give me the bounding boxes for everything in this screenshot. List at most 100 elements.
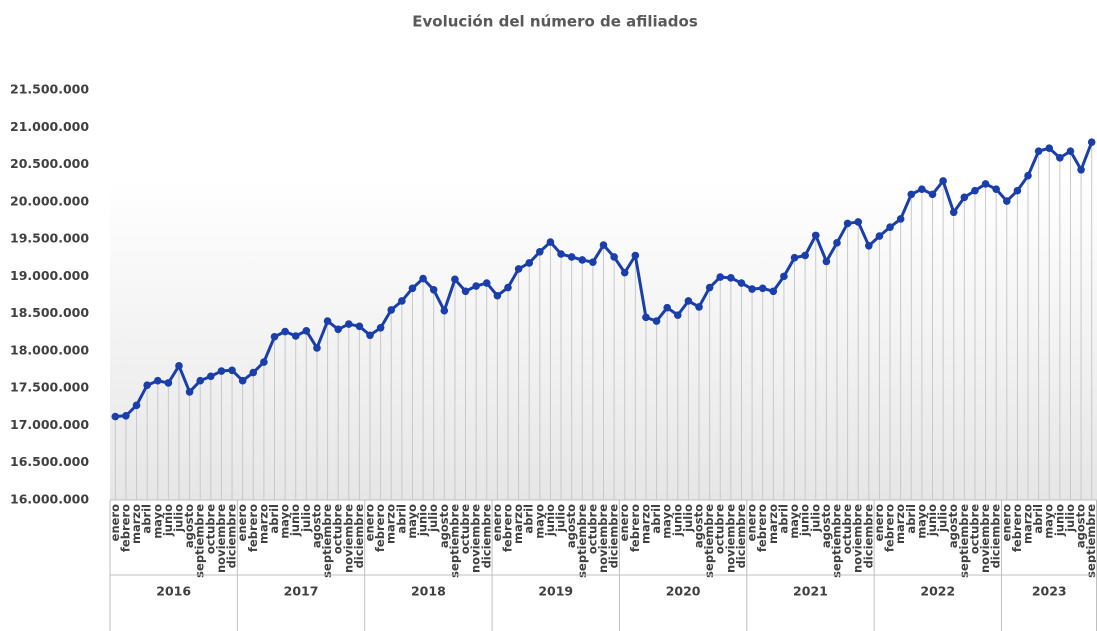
y-tick-label: 17.500.000 <box>10 380 89 395</box>
x-tick-label: julio <box>171 504 185 533</box>
x-tick-label: julio <box>681 504 695 533</box>
point <box>695 303 703 311</box>
x-tick-label: diciembre <box>734 504 748 569</box>
point <box>620 268 629 277</box>
x-tick-label: septiembre <box>702 504 716 578</box>
x-tick-label: agosto <box>1074 504 1088 548</box>
x-tick-label: marzo <box>893 504 907 544</box>
point <box>143 381 151 390</box>
point <box>854 218 863 226</box>
x-tick-label: junio <box>670 504 684 537</box>
point <box>1034 147 1043 155</box>
point <box>843 219 852 228</box>
x-tick-label: noviembre <box>723 504 737 573</box>
x-tick-label: octubre <box>585 504 599 554</box>
x-tick-label: febrero <box>755 504 769 552</box>
x-tick-label: octubre <box>967 504 981 554</box>
x-tick-label: enero <box>999 504 1013 541</box>
point <box>939 177 947 185</box>
point <box>398 297 406 305</box>
x-tick-label: noviembre <box>214 504 228 573</box>
x-tick-label: septiembre <box>829 504 843 578</box>
x-tick-label: enero <box>490 504 504 541</box>
x-tick-label: mayo <box>914 504 928 539</box>
x-tick-label: junio <box>416 504 430 537</box>
x-tick-label: febrero <box>373 504 387 552</box>
x-tick-label: septiembre <box>1084 504 1097 578</box>
point <box>344 320 353 328</box>
x-tick-label: marzo <box>766 504 780 544</box>
x-tick-label: enero <box>872 504 886 541</box>
point <box>514 265 523 273</box>
year-label: 2018 <box>411 584 446 599</box>
x-tick-label: abril <box>394 504 408 534</box>
point <box>567 253 576 261</box>
point <box>196 376 205 385</box>
x-tick-label: julio <box>936 504 950 533</box>
x-tick-label: diciembre <box>607 504 621 569</box>
x-tick-label: marzo <box>256 504 270 544</box>
x-tick-label: mayo <box>787 504 801 539</box>
point <box>780 272 788 281</box>
x-tick-label: marzo <box>129 504 143 544</box>
point <box>705 283 714 292</box>
x-tick-label: septiembre <box>193 504 207 578</box>
point <box>758 284 767 293</box>
point <box>546 238 555 246</box>
point <box>419 274 427 283</box>
x-tick-label: abril <box>904 504 918 534</box>
point <box>132 401 141 410</box>
point <box>376 324 385 332</box>
x-tick-label: noviembre <box>851 504 865 573</box>
point <box>270 332 279 341</box>
point <box>663 303 671 312</box>
point <box>673 311 682 319</box>
x-tick-label: enero <box>235 504 249 541</box>
point <box>217 367 226 375</box>
point <box>1045 144 1054 152</box>
point <box>111 412 120 421</box>
point <box>260 358 268 366</box>
x-tick-label: febrero <box>883 504 897 552</box>
point <box>207 372 215 381</box>
x-tick-label: abril <box>140 504 154 534</box>
point <box>493 291 502 300</box>
point <box>249 368 258 377</box>
point <box>472 282 480 290</box>
point <box>886 223 894 231</box>
x-tick-label: mayo <box>660 504 674 539</box>
point <box>727 274 735 282</box>
point <box>1087 138 1096 146</box>
point <box>822 257 831 266</box>
x-tick-label: agosto <box>564 504 578 548</box>
x-tick-label: marzo <box>1021 504 1035 544</box>
y-tick-label: 16.500.000 <box>10 454 89 469</box>
x-tick-label: abril <box>649 504 663 534</box>
point <box>334 325 342 334</box>
point <box>610 253 618 261</box>
point <box>642 313 650 322</box>
x-tick-label: abril <box>267 504 281 534</box>
x-tick-label: marzo <box>384 504 398 544</box>
x-tick-label: octubre <box>331 504 345 554</box>
year-label: 2020 <box>666 584 701 599</box>
year-label: 2021 <box>793 584 828 599</box>
point <box>684 297 693 305</box>
x-tick-label: junio <box>1052 504 1066 537</box>
x-tick-label: diciembre <box>479 504 493 569</box>
x-tick-label: julio <box>1063 504 1077 533</box>
point <box>451 275 459 284</box>
x-tick-label: septiembre <box>957 504 971 578</box>
x-tick-label: mayo <box>150 504 164 539</box>
x-tick-label: julio <box>554 504 568 533</box>
point <box>578 256 587 264</box>
point <box>896 215 905 223</box>
y-tick-label: 16.000.000 <box>10 492 89 507</box>
x-tick-label: febrero <box>500 504 514 552</box>
point <box>790 253 799 262</box>
x-tick-label: noviembre <box>978 504 992 573</box>
y-tick-label: 18.000.000 <box>10 342 89 357</box>
y-tick-label: 18.500.000 <box>10 305 89 320</box>
x-tick-label: enero <box>108 504 122 541</box>
x-tick-label: diciembre <box>225 504 239 569</box>
